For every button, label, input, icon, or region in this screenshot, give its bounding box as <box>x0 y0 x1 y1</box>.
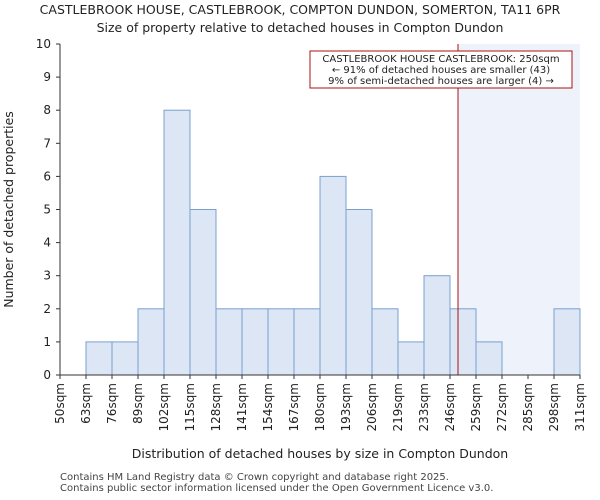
x-tick-label: 154sqm <box>261 383 275 431</box>
bar-298sqm <box>553 308 581 376</box>
x-tick-label: 89sqm <box>131 383 145 424</box>
x-tick-label: 63sqm <box>79 383 93 424</box>
y-tick-label: 1 <box>43 335 51 349</box>
annotation-line: ← 91% of detached houses are smaller (43… <box>332 65 550 76</box>
bar-115sqm <box>189 209 217 376</box>
bar-89sqm <box>137 308 165 376</box>
bar-233sqm <box>423 275 451 376</box>
y-tick-label: 4 <box>43 236 51 250</box>
y-tick-label: 5 <box>43 203 51 217</box>
y-tick-label: 8 <box>43 103 51 117</box>
bar-259sqm <box>475 341 503 376</box>
x-tick-label: 311sqm <box>573 383 587 431</box>
bar-154sqm <box>267 308 295 376</box>
annotation-box <box>309 50 573 89</box>
bar-76sqm <box>111 341 139 376</box>
x-tick-label: 285sqm <box>521 383 535 431</box>
bar-167sqm <box>293 308 321 376</box>
x-tick-label: 102sqm <box>157 383 171 431</box>
x-tick-label: 76sqm <box>105 383 119 424</box>
chart-title: CASTLEBROOK HOUSE, CASTLEBROOK, COMPTON … <box>39 2 561 17</box>
y-tick-label: 6 <box>43 169 51 183</box>
y-tick-label: 3 <box>43 269 51 283</box>
bar-193sqm <box>345 209 373 376</box>
bar-141sqm <box>241 308 269 376</box>
footer-copyright: Contains HM Land Registry data © Crown c… <box>60 472 449 483</box>
bar-219sqm <box>397 341 425 376</box>
x-tick-label: 298sqm <box>547 383 561 431</box>
x-tick-label: 246sqm <box>443 383 457 431</box>
x-tick-label: 233sqm <box>417 383 431 431</box>
bar-63sqm <box>85 341 113 376</box>
y-axis-label: Number of detached properties <box>1 111 16 308</box>
x-tick-label: 193sqm <box>339 383 353 431</box>
annotation-line: CASTLEBROOK HOUSE CASTLEBROOK: 250sqm <box>322 54 559 65</box>
footer-licence: Contains public sector information licen… <box>60 483 494 494</box>
annotation-line: 9% of semi-detached houses are larger (4… <box>328 76 554 87</box>
x-tick-label: 219sqm <box>391 383 405 431</box>
x-tick-label: 115sqm <box>183 383 197 431</box>
x-tick-label: 272sqm <box>495 383 509 431</box>
bar-206sqm <box>371 308 399 376</box>
x-axis-label: Distribution of detached houses by size … <box>132 446 508 461</box>
bar-180sqm <box>319 175 347 376</box>
bar-102sqm <box>163 109 191 376</box>
bar-246sqm <box>449 308 477 376</box>
x-tick-label: 180sqm <box>313 383 327 431</box>
y-tick-label: 10 <box>36 37 51 51</box>
x-tick-label: 128sqm <box>209 383 223 431</box>
x-tick-label: 259sqm <box>469 383 483 431</box>
bar-128sqm <box>215 308 243 376</box>
x-tick-label: 141sqm <box>235 383 249 431</box>
chart-subtitle: Size of property relative to detached ho… <box>96 20 504 35</box>
y-tick-label: 0 <box>43 368 51 382</box>
y-tick-label: 9 <box>43 70 51 84</box>
y-tick-label: 2 <box>43 302 51 316</box>
y-tick-label: 7 <box>43 136 51 150</box>
x-tick-label: 50sqm <box>53 383 67 424</box>
x-tick-label: 206sqm <box>365 383 379 431</box>
x-tick-label: 167sqm <box>287 383 301 431</box>
